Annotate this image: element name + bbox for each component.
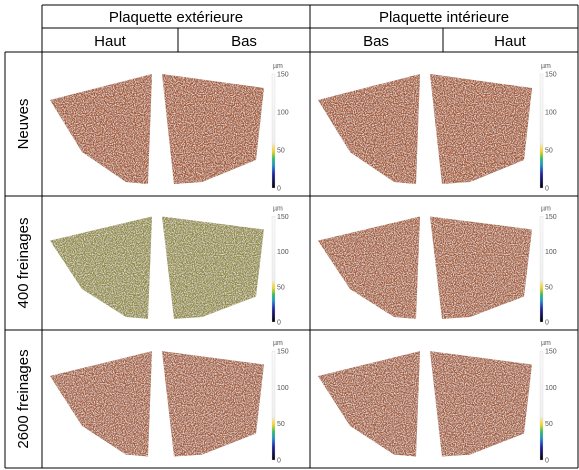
- sample-piece: [318, 351, 420, 457]
- colorbar-tick: 150: [545, 214, 557, 221]
- colorbar-tick: 100: [545, 249, 557, 256]
- colorbar-tick: 50: [545, 284, 553, 291]
- colorbar: [539, 216, 544, 323]
- colorbar: [271, 216, 276, 323]
- colorbar-tick: 50: [545, 148, 553, 155]
- sample-piece: [430, 216, 532, 319]
- sample-piece: [50, 216, 152, 319]
- colorbar-tick: 150: [277, 214, 289, 221]
- colorbar: [539, 350, 544, 461]
- colorbar-tick: 100: [277, 110, 289, 117]
- colorbar-tick: 100: [545, 385, 557, 392]
- colorbar-unit: µm: [273, 205, 283, 212]
- sample-piece: [162, 216, 264, 319]
- colorbar-tick: 50: [277, 421, 285, 428]
- colorbar-tick: 150: [545, 349, 557, 356]
- colorbar-unit: µm: [541, 63, 551, 70]
- colorbar-tick: 50: [545, 421, 553, 428]
- colorbar-tick: 50: [277, 284, 285, 291]
- colorbar-tick: 0: [545, 320, 549, 327]
- row-label: 2600 freinages: [15, 349, 32, 448]
- colorbar-tick: 0: [545, 186, 549, 193]
- sample-piece: [318, 216, 420, 319]
- group-header: Plaquette intérieure: [379, 9, 509, 26]
- sub-header: Bas: [231, 33, 257, 50]
- colorbar-tick: 0: [277, 186, 281, 193]
- sample-piece: [162, 351, 264, 457]
- colorbar-unit: µm: [541, 205, 551, 212]
- colorbar-tick: 50: [277, 148, 285, 155]
- colorbar-tick: 100: [277, 385, 289, 392]
- colorbar-tick: 150: [277, 349, 289, 356]
- colorbar-tick: 0: [277, 320, 281, 327]
- colorbar-unit: µm: [273, 63, 283, 70]
- colorbar: [271, 73, 276, 189]
- sample-piece: [430, 351, 532, 457]
- sub-header: Bas: [363, 33, 389, 50]
- colorbar-tick: 100: [277, 249, 289, 256]
- colorbar-unit: µm: [541, 340, 551, 347]
- sample-piece: [318, 74, 420, 184]
- row-label: Neuves: [15, 99, 32, 150]
- table-borders: [4, 4, 579, 469]
- sample-piece: [50, 351, 152, 457]
- colorbar-tick: 150: [545, 72, 557, 79]
- colorbar-tick: 150: [277, 72, 289, 79]
- row-label: 400 freinages: [15, 218, 32, 309]
- colorbar-tick: 0: [545, 458, 549, 465]
- colorbar: [271, 350, 276, 461]
- sub-header: Haut: [494, 33, 527, 50]
- colorbar-tick: 0: [277, 458, 281, 465]
- sub-header: Haut: [94, 33, 127, 50]
- colorbar-unit: µm: [273, 340, 283, 347]
- sample-piece: [430, 74, 532, 184]
- sample-piece: [50, 74, 152, 184]
- colorbar: [539, 73, 544, 189]
- group-header: Plaquette extérieure: [109, 9, 243, 26]
- sample-piece: [162, 74, 264, 184]
- colorbar-tick: 100: [545, 110, 557, 117]
